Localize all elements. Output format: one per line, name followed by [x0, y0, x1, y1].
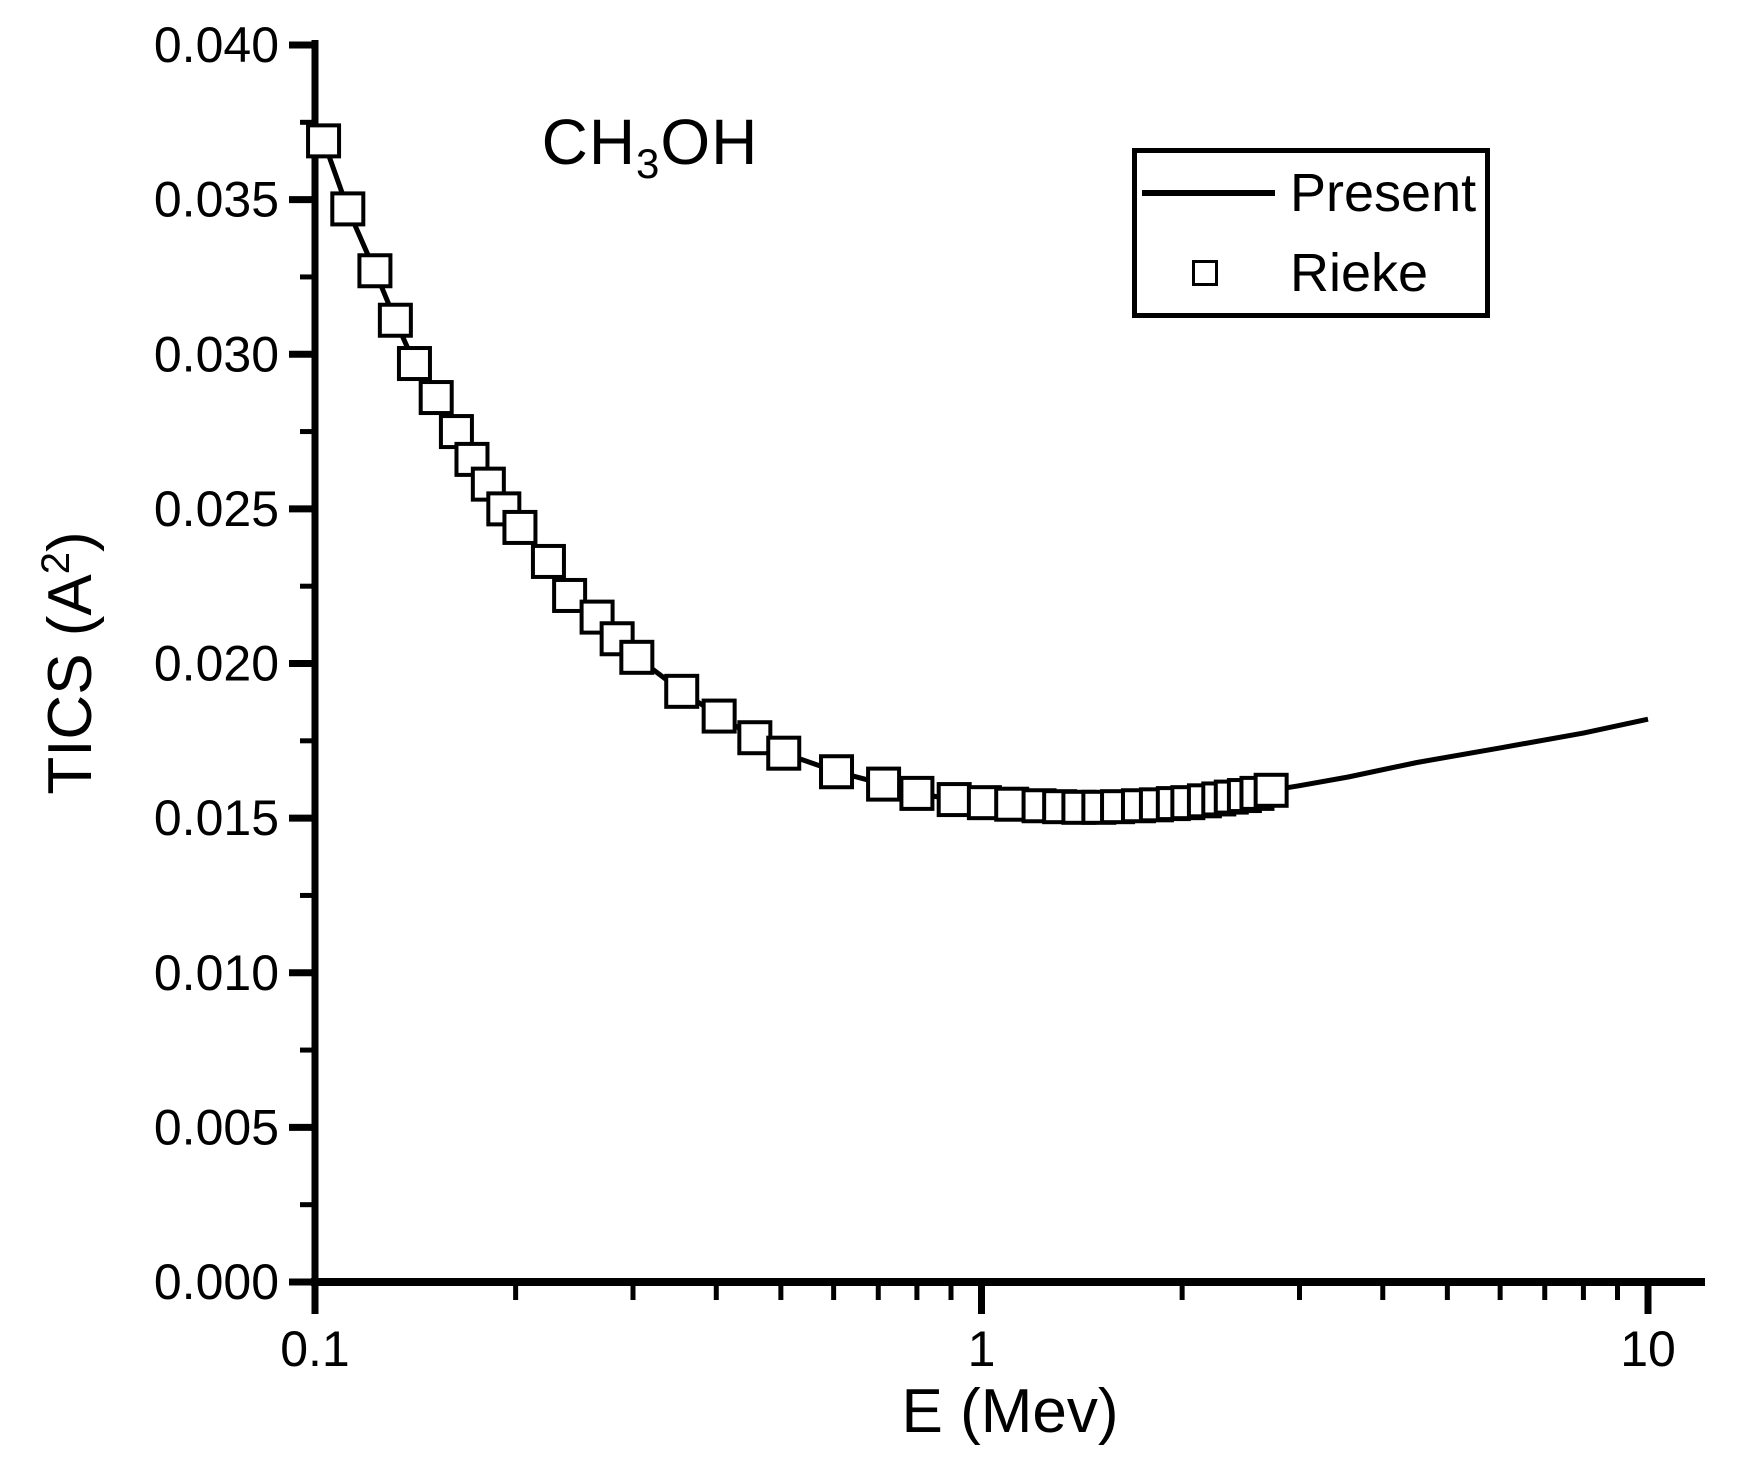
rieke-marker — [357, 253, 393, 289]
x-tick-label: 0.1 — [280, 1321, 350, 1377]
rieke-marker — [306, 123, 342, 159]
legend-entry-present: Present — [1137, 153, 1485, 233]
rieke-marker — [619, 639, 655, 675]
rieke-marker — [377, 302, 413, 338]
y-tick-label: 0.000 — [154, 1254, 279, 1310]
x-tick-label: 10 — [1620, 1321, 1676, 1377]
y-tick-label: 0.040 — [154, 17, 279, 73]
y-tick-label: 0.030 — [154, 326, 279, 382]
y-tick-label: 0.005 — [154, 1099, 279, 1155]
x-tick-label: 1 — [968, 1321, 996, 1377]
rieke-marker — [701, 698, 737, 734]
legend-label-present: Present — [1290, 163, 1477, 223]
y-tick-label: 0.035 — [154, 172, 279, 228]
annotation-prefix: CH — [541, 106, 637, 178]
rieke-marker — [737, 720, 773, 756]
chemical-formula-annotation: CH3OH — [542, 105, 759, 188]
annotation-suffix: OH — [660, 106, 759, 178]
rieke-marker-swatch — [1192, 260, 1218, 286]
legend: Present Rieke — [1132, 148, 1490, 318]
rieke-marker — [396, 346, 432, 382]
rieke-marker — [866, 766, 902, 802]
rieke-marker — [819, 754, 855, 790]
rieke-marker — [599, 621, 635, 657]
legend-label-rieke: Rieke — [1290, 243, 1429, 303]
rieke-marker — [936, 782, 972, 818]
rieke-marker — [418, 380, 454, 416]
rieke-marker — [766, 735, 802, 771]
x-axis-title: E (Mev) — [901, 1377, 1119, 1446]
y-axis-title-superscript: 2 — [34, 551, 79, 575]
annotation-subscript: 3 — [636, 139, 661, 187]
y-tick-label: 0.025 — [154, 481, 279, 537]
y-axis-title-prefix: TICS (A — [35, 574, 105, 795]
rieke-marker — [502, 509, 538, 545]
legend-entry-rieke: Rieke — [1137, 233, 1485, 313]
y-tick-label: 0.020 — [154, 636, 279, 692]
y-axis-title-suffix: ) — [35, 531, 105, 552]
rieke-marker — [530, 543, 566, 579]
y-axis-title: TICS (A2) — [34, 531, 106, 794]
y-tick-label: 0.010 — [154, 945, 279, 1001]
present-line-swatch — [1142, 190, 1275, 196]
rieke-marker — [664, 673, 700, 709]
rieke-marker — [899, 775, 935, 811]
rieke-marker — [1253, 772, 1289, 808]
rieke-marker — [330, 191, 366, 227]
y-tick-label: 0.015 — [154, 790, 279, 846]
